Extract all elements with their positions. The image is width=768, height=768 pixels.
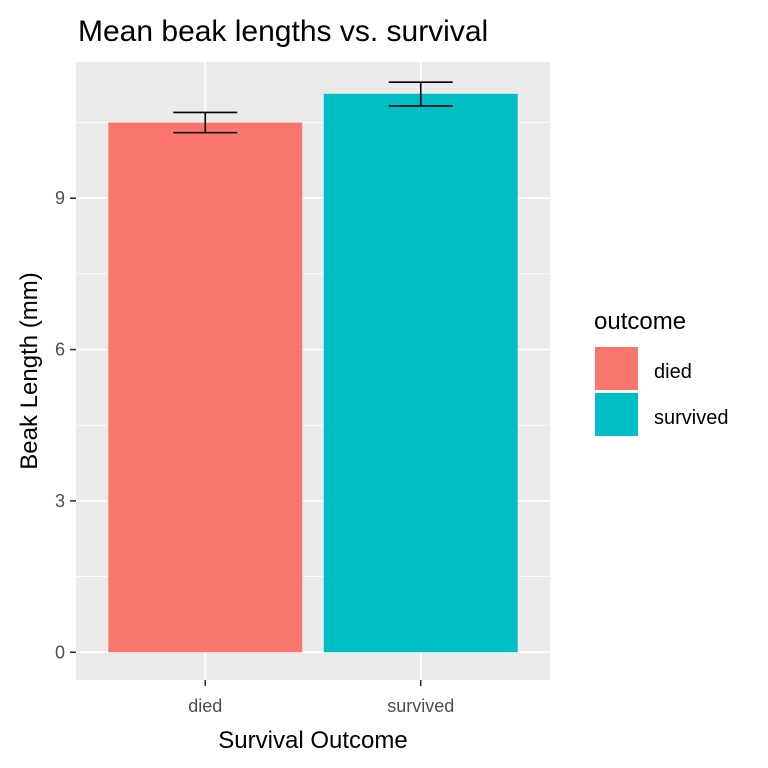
legend-key-survived [595, 393, 638, 436]
bar-survived [323, 93, 518, 653]
x-tick-label: survived [387, 696, 454, 716]
x-axis-ticks: died survived [188, 680, 454, 716]
y-tick-label: 0 [55, 642, 65, 662]
legend-title: outcome [594, 308, 686, 335]
y-axis-ticks: 0 3 6 9 [55, 188, 76, 662]
legend-items: died survived [595, 347, 728, 436]
legend: outcome died survived [594, 308, 728, 436]
legend-key-died [595, 347, 638, 390]
chart-title: Mean beak lengths vs. survival [78, 15, 488, 48]
legend-label-died: died [654, 361, 692, 383]
bars [108, 93, 518, 653]
y-tick-label: 9 [55, 188, 65, 208]
error-bars [173, 81, 453, 134]
x-axis-title: Survival Outcome [218, 727, 407, 754]
bar-died [108, 122, 303, 653]
x-tick-label: died [188, 696, 222, 716]
y-tick-label: 6 [55, 340, 65, 360]
y-tick-label: 3 [55, 491, 65, 511]
legend-label-survived: survived [654, 407, 728, 429]
y-axis-title: Beak Length (mm) [16, 272, 43, 469]
